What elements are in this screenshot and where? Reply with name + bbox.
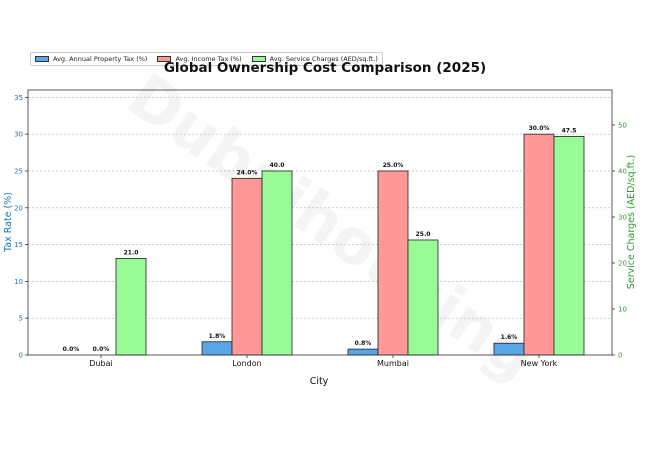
bar (347, 348, 379, 356)
x-tick-label: London (232, 359, 261, 368)
data-label: 24.0% (237, 169, 258, 176)
y-tick-label: 20 (14, 204, 23, 212)
data-label: 25.0 (416, 231, 431, 238)
y-right-tick-label: 30 (618, 213, 627, 221)
y-tick-label: 30 (14, 131, 23, 139)
data-label: 40.0 (270, 162, 285, 169)
bar (493, 342, 525, 356)
bar (407, 239, 439, 356)
y-tick-label: 10 (14, 278, 23, 286)
y-right-tick-label: 40 (618, 167, 627, 175)
legend-swatch-income-tax (157, 56, 172, 62)
bar (261, 170, 293, 356)
y-tick-label: 15 (14, 241, 23, 249)
plot-frame (27, 89, 613, 356)
legend-label-property-tax: Avg. Annual Property Tax (%) (53, 55, 148, 63)
y-tick-label: 35 (14, 94, 23, 102)
x-tick-label: New York (521, 359, 558, 368)
y-right-tick-label: 0 (618, 352, 622, 360)
x-tick-label: Mumbai (377, 359, 409, 368)
legend-item-service-charges: Avg. Service Charges (AED/sq.ft.) (251, 55, 378, 63)
y-right-tick-label: 50 (618, 121, 627, 129)
data-label: 21.0 (124, 249, 139, 256)
chart-title: Global Ownership Cost Comparison (2025) (163, 60, 487, 76)
y-tick-label: 0 (19, 352, 23, 360)
y-tick-label: 5 (19, 315, 23, 323)
legend-item-property-tax: Avg. Annual Property Tax (%) (35, 55, 147, 63)
data-label: 0.0% (63, 346, 80, 353)
legend-swatch-service-charges (251, 56, 266, 62)
y-tick-label: 25 (14, 167, 23, 175)
bar (201, 341, 233, 356)
data-label: 25.0% (383, 162, 404, 169)
legend-swatch-property-tax (35, 56, 49, 62)
y-right-tick-label: 20 (618, 259, 627, 267)
x-axis-label: City (310, 376, 329, 387)
watermark: Dubaihousing (115, 59, 551, 394)
bar (115, 257, 147, 356)
bar (553, 136, 585, 356)
data-label: 0.8% (355, 340, 372, 347)
legend: Avg. Annual Property Tax (%) Avg. Income… (30, 52, 383, 66)
data-label: 30.0% (529, 125, 550, 132)
x-tick-label: Dubai (89, 359, 112, 368)
legend-label-service-charges: Avg. Service Charges (AED/sq.ft.) (269, 55, 378, 63)
data-label: 0.0% (93, 346, 110, 353)
y-right-tick-label: 10 (618, 305, 627, 313)
bar (231, 177, 263, 356)
legend-item-income-tax: Avg. Income Tax (%) (157, 55, 242, 63)
data-label: 1.6% (501, 334, 518, 341)
bar (523, 133, 555, 356)
legend-label-income-tax: Avg. Income Tax (%) (175, 55, 242, 63)
y-axis-label: Tax Rate (%) (3, 192, 14, 253)
data-label: 47.5 (562, 127, 577, 134)
bar (377, 170, 409, 356)
y-right-axis-label: Service Charges (AED/sq.ft.) (626, 155, 637, 290)
data-label: 1.8% (209, 333, 226, 340)
